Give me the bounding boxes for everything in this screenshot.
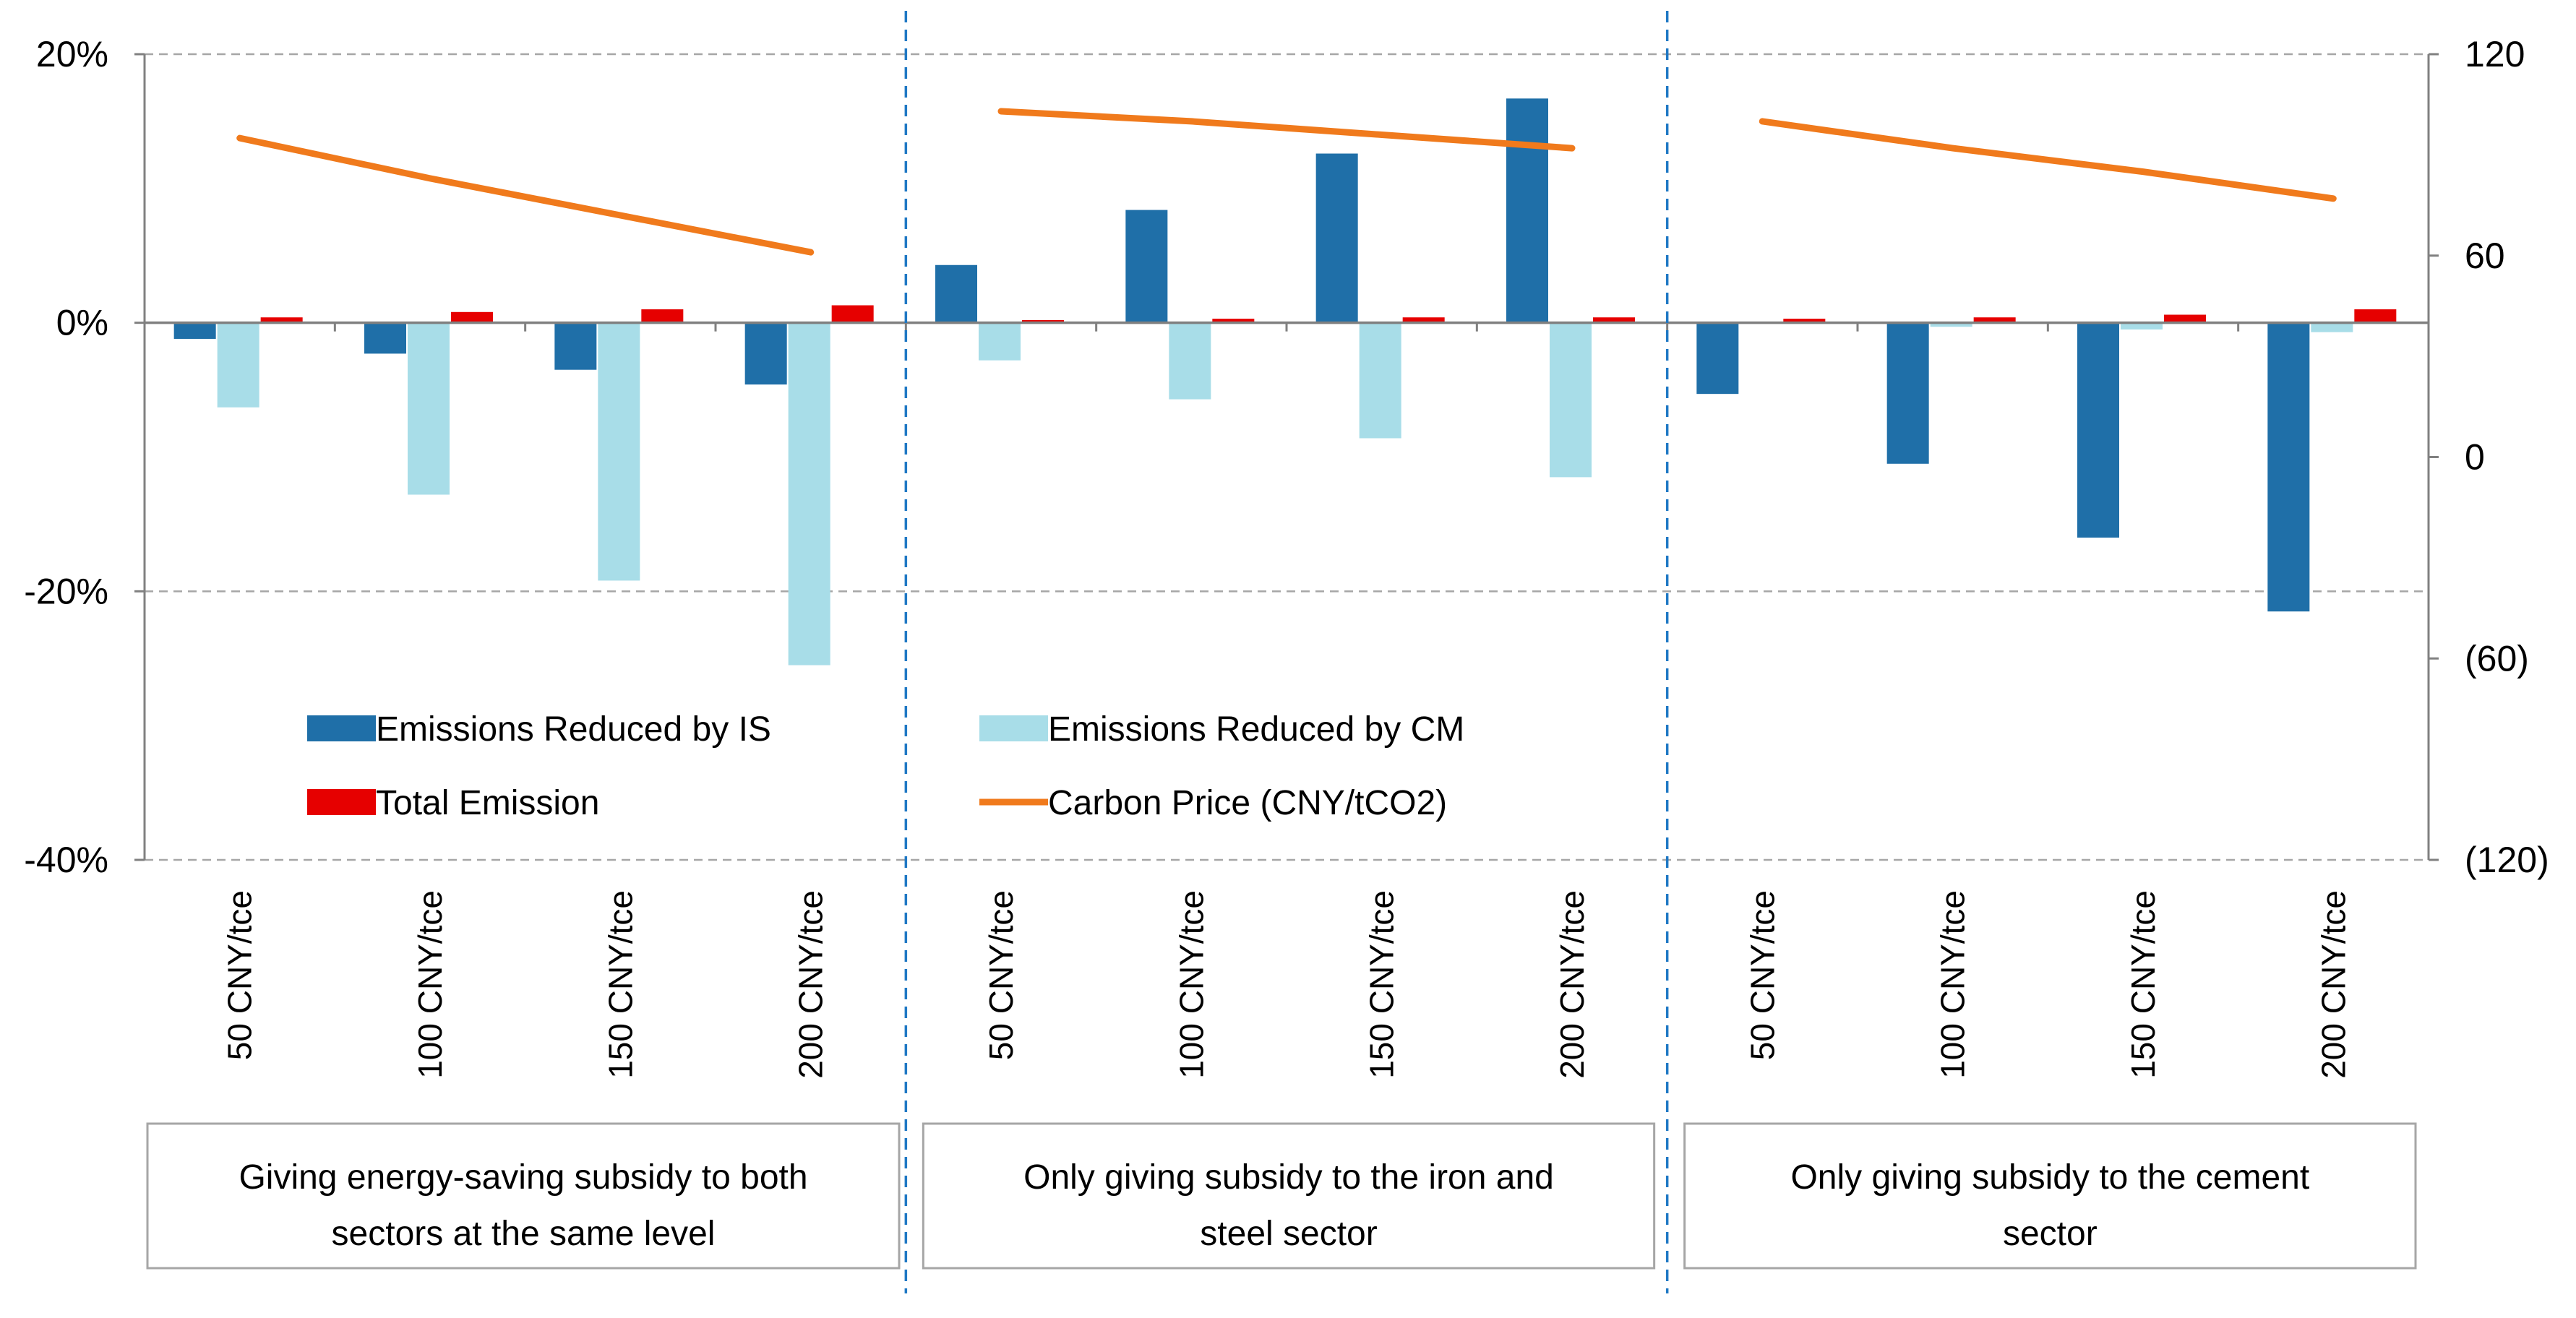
group-label-text: Only giving subsidy to the cement [1790,1158,2309,1197]
carbon-price-line [236,134,815,256]
bar [2121,322,2163,330]
legend-label: Total Emission [376,784,599,822]
bar [173,322,216,339]
bar [1593,317,1635,323]
bar [831,305,874,323]
bar [1696,322,1739,395]
y2-tick-label: 60 [2465,236,2505,276]
category-label: 50 CNY/tce [982,890,1020,1060]
bar [1886,322,1929,464]
y-tick-label: 0% [56,303,108,343]
bar [364,322,406,354]
y2-tick-label: (60) [2465,638,2529,679]
bar [744,322,787,385]
bar [1022,319,1064,323]
bar [1125,210,1168,323]
bar [217,322,259,408]
group-label-text: steel sector [1200,1215,1377,1253]
bar [2164,314,2206,323]
bar [1169,322,1211,400]
bar [1930,322,1972,327]
category-label: 50 CNY/tce [221,890,259,1060]
bar [2077,322,2119,538]
category-label: 200 CNY/tce [1553,890,1591,1079]
category-label: 200 CNY/tce [792,890,830,1079]
group-label-text: Giving energy-saving subsidy to both [239,1158,807,1197]
category-label: 150 CNY/tce [2124,890,2162,1079]
y-tick-label: -20% [24,571,108,611]
group-label-text: sectors at the same level [332,1215,716,1253]
bar [935,264,977,323]
category-label: 100 CNY/tce [1934,890,1972,1079]
bar [2267,322,2310,612]
carbon-price-line [997,108,1576,152]
category-label: 100 CNY/tce [1172,890,1210,1079]
bar [1315,153,1358,323]
y2-tick-label: 120 [2465,34,2525,74]
group-label-text: sector [2003,1215,2098,1253]
bar [1506,98,1548,323]
bar [1359,322,1401,439]
y2-tick-label: 0 [2465,437,2485,478]
legend-label: Carbon Price (CNY/tCO2) [1048,784,1447,822]
bar [641,309,684,323]
bar [260,317,303,323]
y2-tick-label: (120) [2465,840,2549,880]
bar [1783,319,1826,323]
category-label: 100 CNY/tce [411,890,449,1079]
category-label: 200 CNY/tce [2314,890,2352,1079]
legend-swatch [979,715,1048,741]
bar [2311,322,2353,332]
bar [788,322,830,666]
y-tick-label: 20% [36,34,108,74]
group-label-box [1683,1122,2417,1270]
category-label: 150 CNY/tce [601,890,639,1079]
legend-swatch [307,789,376,815]
category-label: 150 CNY/tce [1363,890,1401,1079]
bar [1973,317,2016,323]
legend-label: Emissions Reduced by CM [1048,710,1464,749]
category-label: 50 CNY/tce [1743,890,1781,1060]
group-label-box [146,1122,901,1270]
bar [1550,322,1592,478]
legend-swatch [307,715,376,741]
carbon-price-line [1759,118,2337,202]
bar [408,322,450,495]
bar [1402,317,1445,323]
legend-label: Emissions Reduced by IS [376,710,771,749]
bar [451,311,493,323]
bar [2354,309,2397,323]
group-label-text: Only giving subsidy to the iron and [1023,1158,1554,1197]
bar [598,322,640,581]
group-label-box [922,1122,1656,1270]
bar [979,322,1021,361]
y-tick-label: -40% [24,840,108,880]
bar [1212,319,1255,323]
bar [554,322,597,370]
